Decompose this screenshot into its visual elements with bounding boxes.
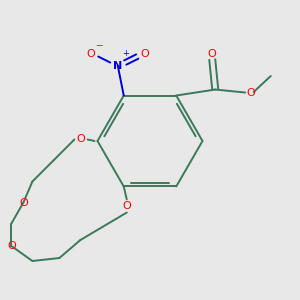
Text: O: O [7,241,16,251]
Text: N: N [113,61,122,70]
Text: O: O [140,49,149,58]
Text: +: + [122,49,129,58]
Text: −: − [95,40,103,50]
Text: O: O [76,134,85,145]
Text: O: O [208,49,217,59]
Text: O: O [86,49,95,58]
Text: O: O [246,88,255,98]
Text: O: O [19,197,28,208]
Text: O: O [122,201,131,211]
